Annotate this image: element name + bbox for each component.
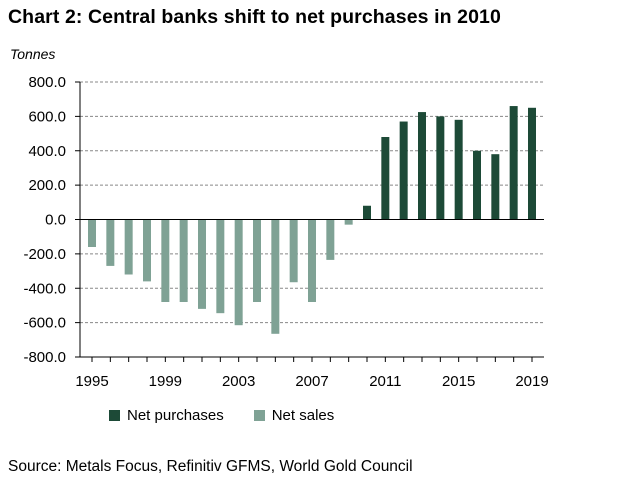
bar-2017 (491, 154, 500, 220)
y-tick-label: 400.0 (28, 143, 66, 160)
x-tick-label: 2007 (295, 373, 328, 390)
bar-2008 (326, 219, 335, 260)
bar-2016 (473, 150, 481, 220)
bar-2005 (271, 219, 280, 334)
y-tick-label: 800.0 (28, 74, 66, 91)
y-tick-label: -200.0 (23, 246, 66, 263)
legend-swatch-net-sales (253, 410, 265, 421)
bar-1996 (106, 219, 115, 266)
bar-2009 (344, 219, 353, 225)
x-tick-label: 2003 (222, 373, 255, 390)
bar-chart: 800.0 600.0 400.0 200.0 0.0 -200.0 -400.0 -600.… (23, 74, 548, 390)
y-tick-label: -400.0 (23, 280, 66, 297)
bar-2019 (528, 107, 536, 220)
x-tick-label: 2019 (515, 373, 548, 390)
bar-2013 (418, 112, 426, 220)
x-tick-label: 2011 (369, 373, 401, 390)
x-tick-label: 1995 (75, 373, 108, 390)
bar-2006 (289, 219, 298, 283)
y-tick-label: 0.0 (45, 212, 66, 229)
legend-swatch-net-purchases (109, 410, 120, 421)
legend-label-net-purchases: Net purchases (127, 407, 224, 424)
bar-2007 (308, 219, 316, 302)
x-tick-label: 1999 (149, 373, 182, 390)
bar-2003 (234, 219, 243, 326)
chart-legend: Net purchases Net sales (109, 407, 364, 424)
bar-2000 (179, 219, 188, 302)
chart-title: Chart 2: Central banks shift to net purc… (8, 6, 501, 28)
bar-2004 (253, 219, 261, 302)
bar-1997 (124, 219, 133, 275)
bar-2014 (436, 116, 445, 220)
y-tick-label: -800.0 (23, 349, 66, 366)
bar-2001 (198, 219, 206, 309)
y-axis-unit-label: Tonnes (10, 46, 56, 62)
source-note: Source: Metals Focus, Refinitiv GFMS, Wo… (8, 458, 413, 475)
y-tick-label: -600.0 (23, 315, 66, 332)
bar-2015 (454, 119, 463, 220)
legend-item-net-sales: Net sales (253, 407, 335, 424)
bar-2011 (381, 137, 390, 220)
legend-label-net-sales: Net sales (271, 407, 335, 424)
bar-1998 (143, 219, 151, 282)
bar-2012 (399, 121, 408, 220)
legend-item-net-purchases: Net purchases (109, 407, 224, 424)
bar-2002 (216, 219, 225, 314)
bar-2010 (363, 205, 371, 220)
bar-1995 (88, 219, 96, 247)
bar-1999 (161, 219, 170, 302)
x-tick-label: 2015 (442, 373, 475, 390)
y-tick-label: 600.0 (28, 108, 66, 125)
bar-2018 (509, 106, 518, 220)
y-tick-label: 200.0 (28, 177, 66, 194)
